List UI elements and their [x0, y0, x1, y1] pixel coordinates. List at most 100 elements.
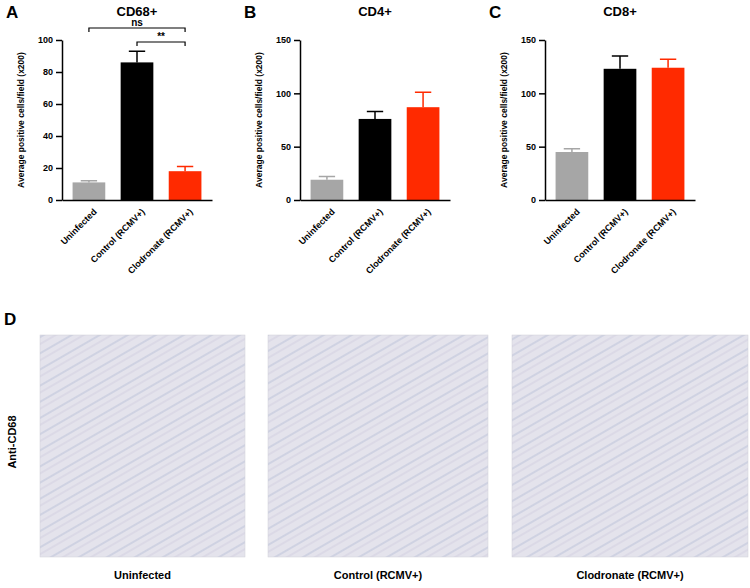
- tick: 60: [43, 99, 62, 109]
- tick: Uninfected: [59, 200, 99, 247]
- axis-line: [300, 41, 302, 201]
- significance-label: **: [157, 31, 165, 42]
- x-axis: UninfectedControl (RCMV+)Clodronate (RCM…: [542, 200, 696, 276]
- significance-bracket: [137, 42, 185, 46]
- bar: [121, 62, 154, 200]
- tick-label: Clodronate (RCMV+): [364, 207, 433, 276]
- axis-line: [63, 200, 213, 202]
- tick-mark: [56, 168, 62, 170]
- significance-label: ns: [131, 17, 143, 28]
- y-axis-title: Average positive cells/field (x200): [16, 52, 26, 188]
- axis-line: [545, 41, 547, 201]
- bar: [73, 182, 106, 200]
- tick: Uninfected: [542, 200, 582, 247]
- tick-label: Uninfected: [297, 207, 337, 247]
- x-axis: UninfectedControl (RCMV+)Clodronate (RCM…: [59, 200, 213, 276]
- error-bar: [415, 92, 431, 107]
- tick-mark: [294, 146, 300, 148]
- tick-label: Uninfected: [542, 207, 582, 247]
- tick-label: 100: [276, 89, 291, 99]
- bar: [407, 107, 440, 200]
- tick-label: 80: [43, 67, 53, 77]
- y-axis: 0 50 100 150: [521, 35, 546, 205]
- tick-label: 0: [531, 195, 536, 205]
- axis-line: [546, 200, 696, 202]
- tick-mark: [539, 93, 545, 95]
- tick: 80: [43, 67, 62, 77]
- tick-mark: [56, 136, 62, 138]
- row-label: Anti-CD68: [6, 415, 18, 468]
- tick: 50: [281, 142, 300, 152]
- bar: [652, 68, 685, 200]
- tick-mark: [56, 104, 62, 106]
- tick: 100: [38, 35, 62, 45]
- tick-label: 100: [521, 89, 536, 99]
- tick-mark: [539, 200, 545, 202]
- panel-letter: A: [6, 3, 18, 22]
- panel-letter: D: [4, 310, 16, 329]
- plot-area: [556, 56, 685, 200]
- chart-title: CD8+: [603, 4, 637, 19]
- error-bar: [367, 111, 383, 118]
- micrograph: [512, 335, 748, 557]
- axis-line: [62, 41, 64, 201]
- tick-mark: [56, 200, 62, 202]
- tick-mark: [294, 40, 300, 42]
- tick-label: Clodronate (RCMV+): [609, 207, 678, 276]
- tick: Clodronate (RCMV+): [609, 200, 678, 276]
- tick-label: 60: [43, 99, 53, 109]
- figure: ACD68+Average positive cells/field (x200…: [0, 0, 750, 588]
- panel-letter: B: [244, 3, 256, 22]
- tick: 100: [276, 89, 300, 99]
- tick: 100: [521, 89, 545, 99]
- tick: Clodronate (RCMV+): [364, 200, 433, 276]
- tick: 50: [526, 142, 545, 152]
- chart-panel: ACD68+Average positive cells/field (x200…: [6, 3, 213, 276]
- tick-mark: [539, 146, 545, 148]
- bar: [604, 69, 637, 200]
- tick: Uninfected: [297, 200, 337, 247]
- micrograph: [268, 335, 488, 557]
- tick-mark: [294, 93, 300, 95]
- bar: [359, 119, 392, 200]
- tick: 0: [286, 195, 300, 205]
- y-axis-title: Average positive cells/field (x200): [499, 52, 509, 188]
- bar: [169, 171, 202, 200]
- tick: 20: [43, 163, 62, 173]
- chart-panel: BCD4+Average positive cells/field (x200)…: [244, 3, 451, 276]
- error-bar: [660, 59, 676, 68]
- tick: Clodronate (RCMV+): [126, 200, 195, 276]
- micrograph-caption: Control (RCMV+): [334, 569, 423, 581]
- tick-label: Clodronate (RCMV+): [126, 207, 195, 276]
- tick-mark: [539, 40, 545, 42]
- significance-bracket: [89, 28, 185, 32]
- bar: [311, 180, 344, 200]
- chart-panel: C CD8+ Average positive cells/field (x200)…: [489, 3, 696, 276]
- micrograph-caption: Uninfected: [114, 569, 171, 581]
- error-bar: [81, 181, 97, 183]
- tick-label: 100: [38, 35, 53, 45]
- tick-label: 50: [526, 142, 536, 152]
- tick-label: 50: [281, 142, 291, 152]
- tick-mark: [56, 40, 62, 42]
- micrograph-caption: Clodronate (RCMV+): [576, 569, 684, 581]
- error-bar: [612, 56, 628, 69]
- tick: 0: [48, 195, 62, 205]
- tick-label: 0: [286, 195, 291, 205]
- plot-area: [311, 92, 440, 200]
- tick-label: Uninfected: [59, 207, 99, 247]
- tick: 40: [43, 131, 62, 141]
- panel-d: D Anti-CD68 Uninfected Control (RCMV+) Clodr…: [4, 310, 748, 581]
- error-bar: [129, 51, 145, 62]
- tick: 150: [521, 35, 545, 45]
- error-bar: [564, 149, 580, 152]
- tick-label: 150: [521, 35, 536, 45]
- y-axis: 0 20 40 60 80 100: [38, 35, 63, 205]
- tick-mark: [56, 72, 62, 74]
- error-bar: [319, 177, 335, 180]
- y-axis: 0 50 100 150: [276, 35, 301, 205]
- tick-label: 150: [276, 35, 291, 45]
- bar: [556, 152, 589, 200]
- panel-letter: C: [489, 3, 501, 22]
- tick-mark: [294, 200, 300, 202]
